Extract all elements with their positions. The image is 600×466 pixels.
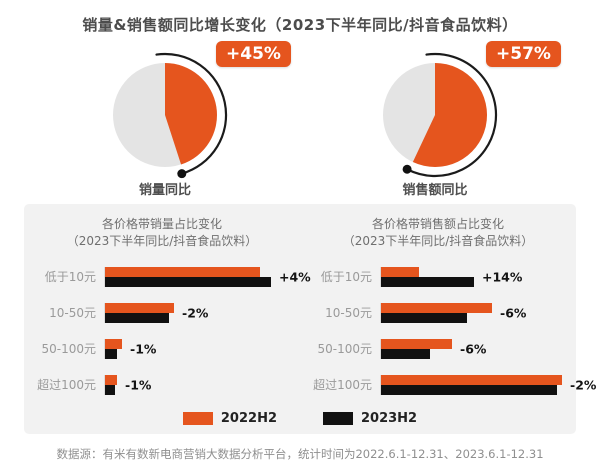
bar-row: 低于10元 +14% — [310, 259, 566, 295]
sales-revenue-donut-group: +57% 销售额同比 — [360, 37, 561, 198]
bar-row: 50-100元 -1% — [34, 331, 290, 367]
category-label: 超过100元 — [37, 378, 96, 393]
donut-growth-slice — [412, 63, 488, 167]
panel-columns: 各价格带销量占比变化 （2023下半年同比/抖音食品饮料） 低于10元 +4% 10… — [24, 216, 596, 403]
change-label: +4% — [279, 269, 311, 285]
growth-badge-volume: +45% — [216, 41, 291, 67]
donut-section: +45% 销量同比 +57% 销售额同比 — [0, 37, 600, 198]
bar-row: 10-50元 -2% — [34, 295, 290, 331]
data-source-note: 数据源：有米有数新电商营销大数据分析平台，统计时间为2022.6.1-12.31… — [56, 446, 544, 461]
bar-2023h2 — [105, 348, 117, 359]
bar-row: 50-100元 -6% — [310, 331, 566, 367]
bar-2022h2 — [381, 374, 562, 385]
bar-plot: -1% — [104, 374, 290, 395]
report-page: 销量&销售额同比增长变化（2023下半年同比/抖音食品饮料） +45% 销量同比… — [0, 14, 600, 466]
category-label: 低于10元 — [320, 270, 372, 285]
chart-title-revenue-line2: （2023下半年同比/抖音食品饮料） — [342, 234, 534, 249]
legend-item-2022h2: 2022H2 — [182, 410, 277, 426]
bar-2023h2 — [381, 384, 557, 395]
donut-growth-slice — [165, 63, 217, 165]
bar-2022h2 — [381, 338, 452, 349]
arc-end-dot — [402, 164, 412, 174]
category-label: 50-100元 — [41, 342, 96, 357]
chart-title-revenue-line1: 各价格带销售额占比变化 — [371, 217, 504, 231]
bar-2023h2 — [105, 384, 115, 395]
change-label: -6% — [460, 341, 487, 357]
change-label: -2% — [182, 305, 209, 321]
bar-2022h2 — [105, 374, 117, 385]
category-label: 50-100元 — [317, 342, 372, 357]
legend-swatch-2022h2 — [182, 411, 213, 425]
change-label: -1% — [125, 377, 152, 393]
donut-label-revenue: 销售额同比 — [402, 183, 468, 198]
arc-end-dot — [177, 169, 187, 179]
bar-plot: -1% — [104, 338, 290, 359]
category-label: 超过100元 — [313, 378, 372, 393]
change-label: -2% — [570, 377, 597, 393]
price-band-panel: 各价格带销量占比变化 （2023下半年同比/抖音食品饮料） 低于10元 +4% 10… — [24, 204, 596, 434]
sales-volume-donut-group: +45% 销量同比 — [90, 37, 291, 198]
bar-plot: +14% — [380, 266, 566, 287]
progress-arc — [406, 52, 498, 178]
change-label: +14% — [482, 269, 523, 285]
bar-2023h2 — [381, 348, 430, 359]
legend-label-2022h2: 2022H2 — [220, 410, 277, 426]
chart-title-volume-line2: （2023下半年同比/抖音食品饮料） — [66, 234, 258, 249]
sales-volume-donut-chart — [90, 37, 240, 187]
legend-label-2023h2: 2023H2 — [361, 410, 418, 426]
category-label: 10-50元 — [325, 306, 372, 321]
bar-2022h2 — [381, 266, 419, 277]
sales-revenue-donut-chart — [360, 37, 510, 187]
category-label: 10-50元 — [49, 306, 96, 321]
bar-row: 10-50元 -6% — [310, 295, 566, 331]
change-label: -1% — [130, 341, 157, 357]
page-title: 销量&销售额同比增长变化（2023下半年同比/抖音食品饮料） — [82, 16, 518, 34]
bar-2022h2 — [105, 302, 174, 313]
donut-svg — [383, 52, 498, 178]
volume-share-bar-chart: 各价格带销量占比变化 （2023下半年同比/抖音食品饮料） 低于10元 +4% 10… — [24, 216, 311, 403]
revenue-share-bar-chart: 各价格带销售额占比变化 （2023下半年同比/抖音食品饮料） 低于10元 +14%… — [300, 216, 596, 403]
progress-arc — [155, 52, 228, 175]
bar-2023h2 — [381, 276, 474, 287]
bar-plot: -2% — [380, 374, 596, 395]
change-label: -6% — [500, 305, 527, 321]
bar-row: 低于10元 +4% — [34, 259, 311, 295]
chart-title-revenue: 各价格带销售额占比变化 （2023下半年同比/抖音食品饮料） — [310, 216, 566, 251]
bar-rows-volume: 低于10元 +4% 10-50元 -2% 50-100元 -1% 超过100元 -1% — [34, 259, 311, 403]
bar-plot: -6% — [380, 302, 566, 323]
growth-badge-revenue: +57% — [486, 41, 561, 67]
legend-swatch-2023h2 — [323, 411, 353, 425]
legend-item-2023h2: 2023H2 — [323, 411, 417, 426]
bar-2023h2 — [105, 312, 169, 323]
category-label: 低于10元 — [44, 270, 96, 285]
bar-2023h2 — [381, 312, 467, 323]
bar-plot: +4% — [104, 266, 311, 287]
chart-title-volume: 各价格带销量占比变化 （2023下半年同比/抖音食品饮料） — [34, 216, 290, 251]
donut-label-volume: 销量同比 — [138, 183, 191, 198]
bar-2022h2 — [381, 302, 492, 313]
bar-rows-revenue: 低于10元 +14% 10-50元 -6% 50-100元 -6% 超过100元 -2% — [310, 259, 596, 403]
bar-plot: -6% — [380, 338, 566, 359]
chart-title-volume-line1: 各价格带销量占比变化 — [101, 217, 222, 231]
bar-2023h2 — [105, 276, 271, 287]
legend: 2022H2 2023H2 — [24, 411, 576, 426]
donut-svg — [113, 52, 228, 179]
bar-2022h2 — [105, 266, 260, 277]
bar-2022h2 — [105, 338, 122, 349]
bar-row: 超过100元 -1% — [34, 367, 290, 403]
bar-plot: -2% — [104, 302, 290, 323]
bar-row: 超过100元 -2% — [310, 367, 596, 403]
